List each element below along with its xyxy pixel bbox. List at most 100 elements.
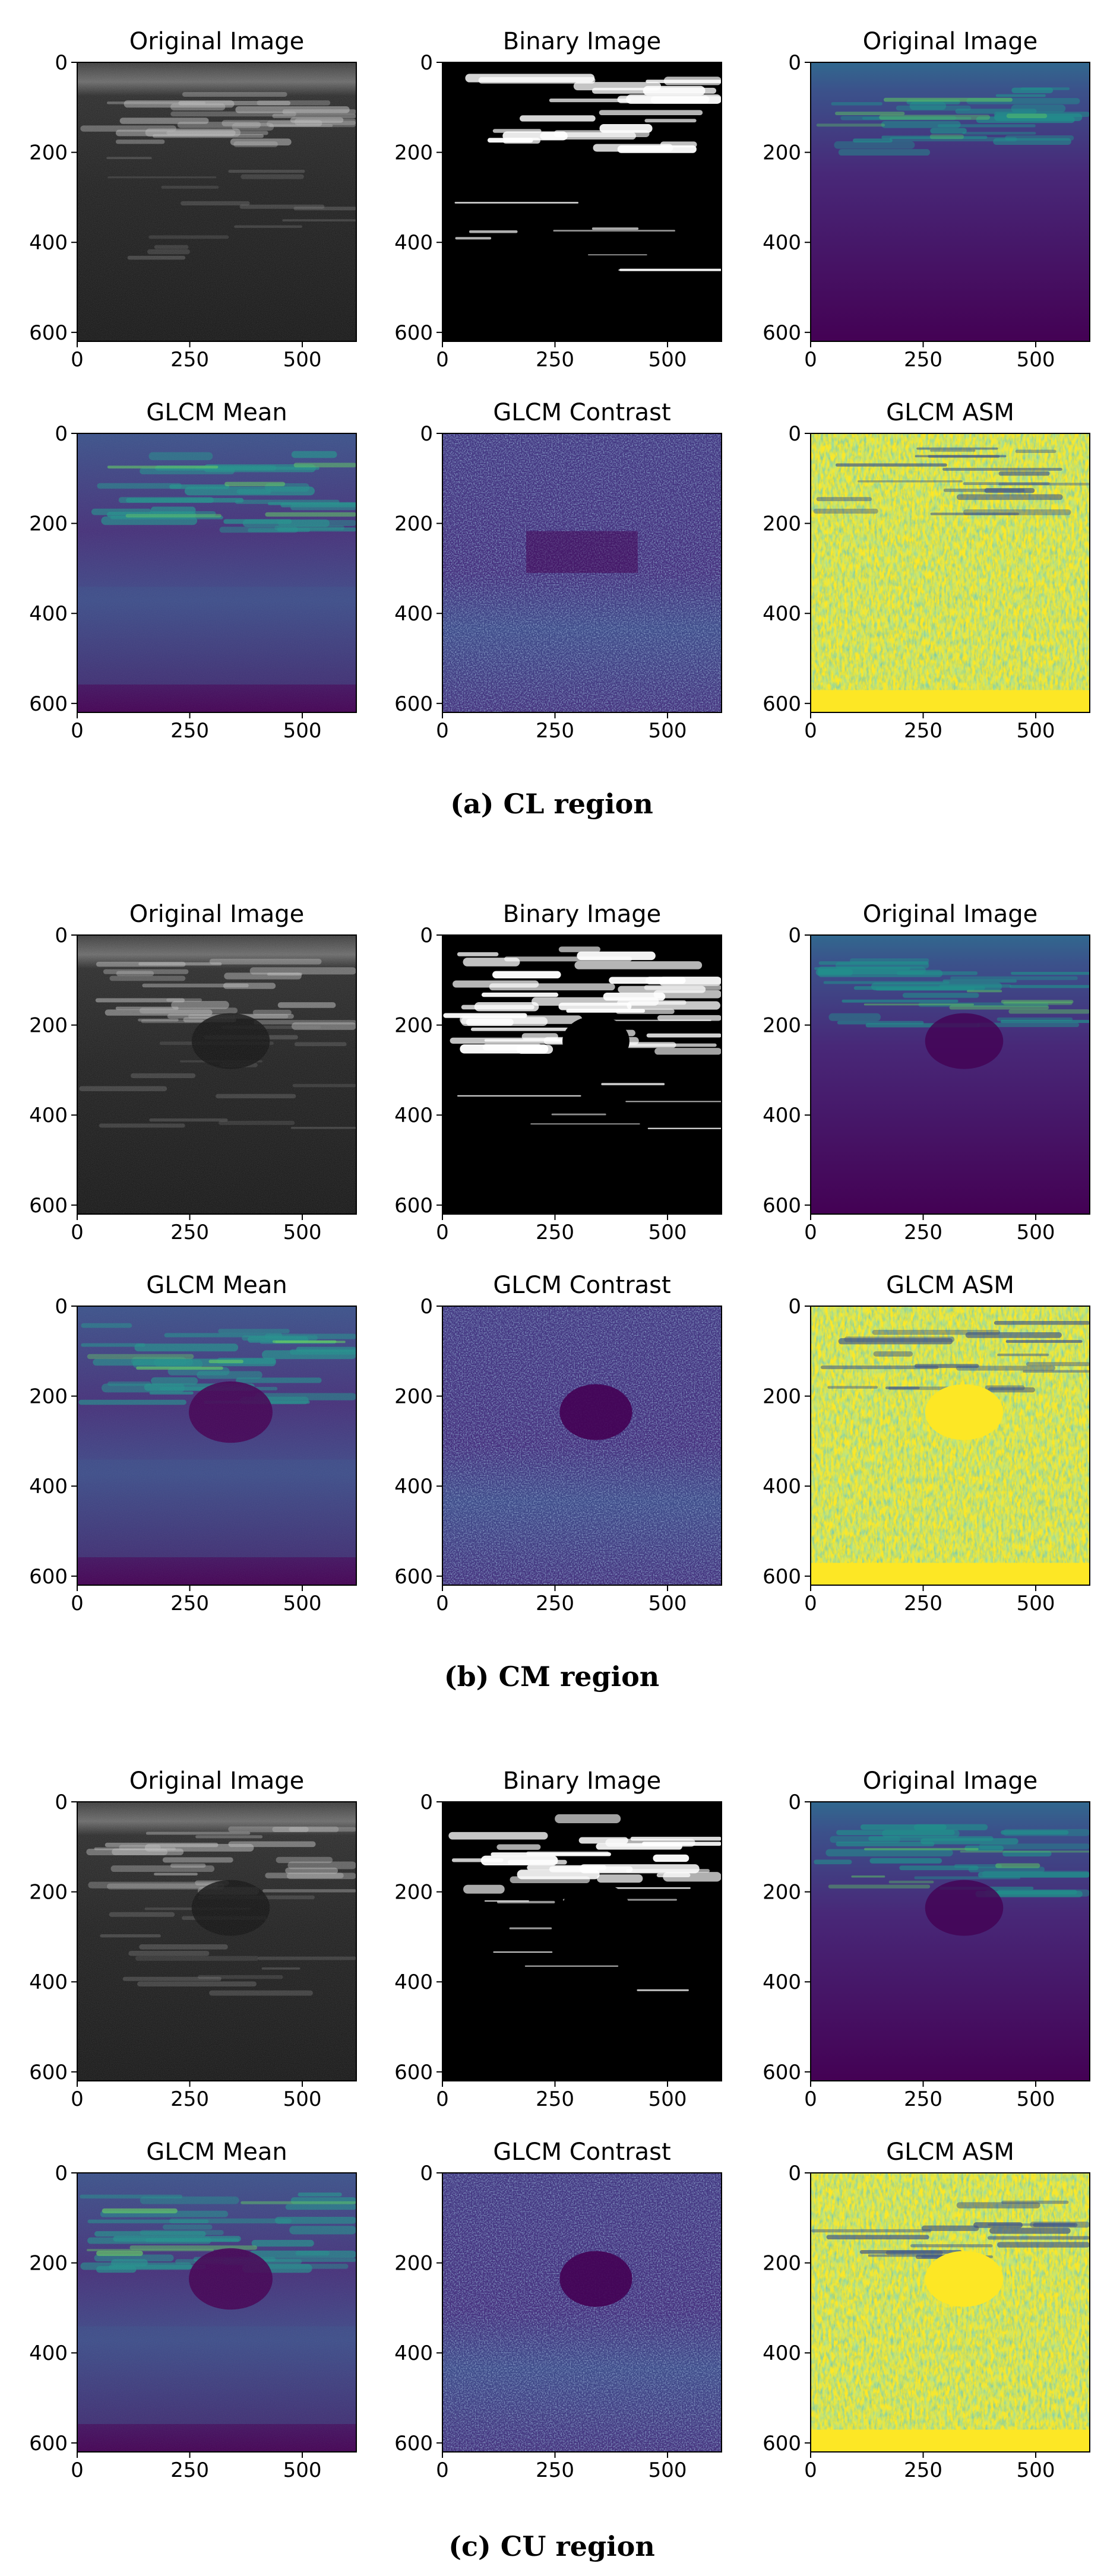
plot-frame (77, 1306, 357, 1586)
x-tick-label: 0 (71, 2087, 84, 2111)
plot-frame (810, 934, 1090, 1215)
panel-image-asm (811, 1306, 1090, 1585)
y-tick-label: 400 (394, 1475, 433, 1498)
y-tick-label: 0 (55, 1295, 68, 1319)
panel-image-gray (77, 62, 356, 341)
y-tick-label: 200 (394, 1014, 433, 1038)
panel-image-asm (811, 2173, 1090, 2452)
y-tick-label: 600 (29, 2061, 68, 2084)
x-tick-label: 500 (649, 719, 687, 743)
y-tick-label: 200 (763, 1014, 801, 1038)
y-tick-label: 400 (29, 602, 68, 626)
plot-frame (442, 2172, 722, 2453)
plot-frame (810, 62, 1090, 342)
subplot-asm: 0 250 500 0 200 400 600 GLCM ASM (763, 399, 1090, 743)
subplot-viridis: 0 250 500 0 200 400 600 Original Image (763, 901, 1090, 1244)
x-tick-label: 0 (436, 719, 449, 743)
plot-frame (77, 1801, 357, 2081)
y-tick-label: 400 (29, 2341, 68, 2365)
y-tick-label: 200 (29, 1385, 68, 1409)
x-tick-label: 0 (71, 348, 84, 372)
plot-frame (810, 2172, 1090, 2453)
subplot-binary: 0 250 500 0 200 400 600 Binary Image (394, 1767, 722, 2111)
x-tick-label: 0 (804, 719, 817, 743)
y-tick-label: 400 (763, 1104, 801, 1127)
x-tick-label: 250 (536, 1221, 574, 1244)
plot-frame (442, 62, 722, 342)
subplot-contrast: 0 250 500 0 200 400 600 GLCM Contrast (394, 2138, 722, 2482)
y-tick-label: 0 (55, 1791, 68, 1814)
y-tick-label: 0 (420, 422, 433, 446)
y-tick-label: 200 (29, 512, 68, 536)
subplot-viridis: 0 250 500 0 200 400 600 Original Image (763, 1767, 1090, 2111)
y-tick-label: 0 (55, 924, 68, 948)
panel-image-mean (77, 1306, 356, 1585)
x-tick-label: 250 (904, 1592, 942, 1615)
y-tick-label: 400 (394, 602, 433, 626)
x-tick-label: 500 (283, 1592, 322, 1615)
y-tick-label: 0 (788, 51, 801, 75)
subplot-asm: 0 250 500 0 200 400 600 GLCM ASM (763, 2138, 1090, 2482)
y-tick-label: 400 (394, 231, 433, 255)
y-tick-label: 600 (763, 1565, 801, 1589)
y-tick-label: 600 (763, 321, 801, 345)
y-tick-label: 200 (763, 1881, 801, 1905)
plot-frame (442, 433, 722, 713)
plot-frame (442, 1801, 722, 2081)
x-tick-label: 250 (170, 2087, 209, 2111)
panel-image-contrast (442, 433, 722, 712)
x-tick-label: 500 (283, 2087, 322, 2111)
y-tick-label: 400 (763, 2341, 801, 2365)
group-caption: (b) CM region (444, 1661, 660, 1693)
y-tick-label: 600 (394, 1194, 433, 1218)
subplot-title: Binary Image (503, 901, 662, 928)
y-tick-label: 600 (394, 692, 433, 716)
x-tick-label: 250 (170, 1592, 209, 1615)
plot-frame (442, 1306, 722, 1586)
y-tick-label: 0 (55, 51, 68, 75)
panel-image-contrast (442, 1306, 722, 1585)
panel-image-mean (77, 2173, 356, 2452)
x-tick-label: 0 (436, 2458, 449, 2482)
y-tick-label: 600 (763, 2432, 801, 2455)
y-tick-label: 400 (394, 1104, 433, 1127)
x-tick-label: 0 (71, 719, 84, 743)
subplot-gray: 0 250 500 0 200 400 600 Original Image (29, 1767, 357, 2111)
x-tick-label: 500 (1017, 2458, 1055, 2482)
y-tick-label: 400 (29, 1104, 68, 1127)
group-caption: (c) CU region (448, 2530, 655, 2562)
y-tick-label: 400 (29, 1475, 68, 1498)
x-tick-label: 500 (1017, 1592, 1055, 1615)
y-tick-label: 600 (29, 321, 68, 345)
y-tick-label: 0 (420, 1791, 433, 1814)
subplot-title: GLCM Mean (146, 1272, 287, 1299)
y-tick-label: 0 (55, 422, 68, 446)
x-tick-label: 500 (649, 1221, 687, 1244)
x-tick-label: 250 (536, 1592, 574, 1615)
subplot-title: Original Image (129, 1767, 305, 1795)
y-tick-label: 600 (29, 1565, 68, 1589)
subplot-title: GLCM Mean (146, 399, 287, 426)
x-tick-label: 250 (536, 2087, 574, 2111)
y-tick-label: 600 (394, 2432, 433, 2455)
x-tick-label: 500 (1017, 2087, 1055, 2111)
subplot-contrast: 0 250 500 0 200 400 600 GLCM Contrast (394, 1272, 722, 1615)
subplot-title: Original Image (863, 1767, 1038, 1795)
figure-group-3: 0 250 500 0 200 400 600 Original Image 0 250 500 0 2… (29, 1767, 1090, 2562)
y-tick-label: 600 (394, 2061, 433, 2084)
y-tick-label: 0 (788, 924, 801, 948)
x-tick-label: 0 (71, 1221, 84, 1244)
y-tick-label: 400 (763, 231, 801, 255)
subplot-binary: 0 250 500 0 200 400 600 Binary Image (394, 901, 722, 1244)
y-tick-label: 200 (394, 141, 433, 165)
x-tick-label: 0 (71, 1592, 84, 1615)
x-tick-label: 250 (170, 1221, 209, 1244)
y-tick-label: 600 (394, 321, 433, 345)
panel-image-binary (442, 62, 722, 341)
y-tick-label: 200 (763, 2252, 801, 2276)
plot-frame (77, 62, 357, 342)
x-tick-label: 250 (170, 2458, 209, 2482)
y-tick-label: 600 (763, 1194, 801, 1218)
panel-image-asm (811, 433, 1090, 712)
